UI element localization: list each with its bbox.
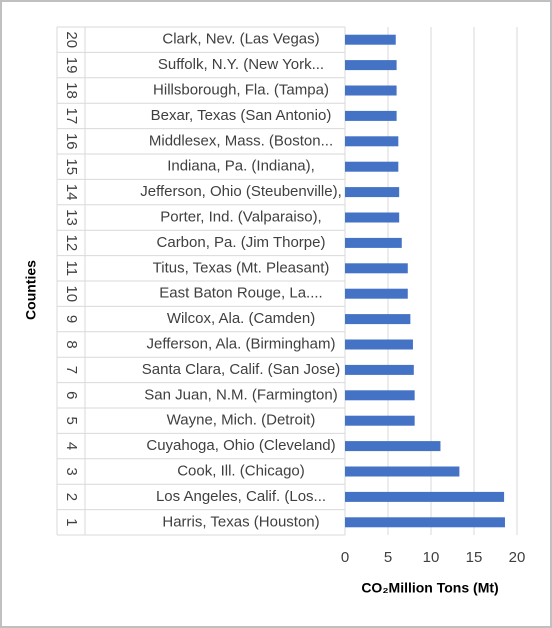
rank-label: 14 [63, 184, 80, 201]
bar [345, 491, 505, 502]
x-tick-label: 20 [509, 549, 526, 566]
bar [345, 161, 399, 172]
y-tick-label: Indiana, Pa. (Indiana), [167, 158, 315, 175]
y-tick-label: Titus, Texas (Mt. Pleasant) [153, 259, 330, 276]
x-tick-label: 5 [384, 549, 392, 566]
rank-label: 4 [63, 442, 80, 450]
y-tick-label: San Juan, N.M. (Farmington) [144, 386, 337, 403]
rank-label: 9 [63, 315, 80, 323]
y-tick-label: Los Angeles, Calif. (Los... [156, 488, 326, 505]
bar [345, 314, 411, 325]
rank-label: 15 [63, 158, 80, 175]
bar [345, 517, 505, 528]
x-axis-title: CO₂Million Tons (Mt) [361, 580, 498, 596]
y-tick-label: Bexar, Texas (San Antonio) [151, 107, 332, 124]
y-tick-label: Wilcox, Ala. (Camden) [167, 310, 315, 327]
y-tick-label: Wayne, Mich. (Detroit) [167, 412, 316, 429]
rank-label: 6 [63, 391, 80, 399]
rank-label: 10 [63, 285, 80, 302]
rank-label: 1 [63, 518, 80, 526]
bar [345, 390, 415, 401]
rank-label: 20 [63, 31, 80, 48]
rank-label: 17 [63, 108, 80, 125]
x-tick-label: 0 [341, 549, 349, 566]
bar [345, 364, 414, 375]
y-tick-label: Santa Clara, Calif. (San Jose) [142, 361, 340, 378]
y-tick-label: Jefferson, Ohio (Steubenville), [140, 183, 342, 200]
bar [345, 136, 399, 147]
rank-label: 18 [63, 82, 80, 99]
y-tick-label: Middlesex, Mass. (Boston... [149, 132, 333, 149]
x-tick-label: 15 [466, 549, 483, 566]
bar [345, 263, 408, 274]
bar [345, 288, 408, 299]
rank-label: 5 [63, 417, 80, 425]
rank-label: 3 [63, 467, 80, 475]
y-axis-title: Counties [23, 260, 39, 320]
rank-label: 19 [63, 57, 80, 74]
bar [345, 212, 400, 223]
y-tick-label: Jefferson, Ala. (Birmingham) [147, 335, 336, 352]
rank-label: 16 [63, 133, 80, 150]
bar [345, 85, 397, 96]
bar [345, 441, 441, 452]
rank-label: 13 [63, 209, 80, 226]
bar [345, 187, 400, 198]
rank-label: 11 [63, 261, 80, 277]
bar [345, 415, 415, 426]
y-tick-label: Porter, Ind. (Valparaiso), [160, 208, 321, 225]
rank-label: 8 [63, 340, 80, 348]
bar [345, 110, 397, 121]
bar [345, 60, 397, 71]
y-tick-label: East Baton Rouge, La.... [159, 285, 322, 302]
y-tick-label: Cook, Ill. (Chicago) [177, 462, 305, 479]
rank-label: 12 [63, 235, 80, 252]
y-tick-label: Cuyahoga, Ohio (Cleveland) [146, 437, 335, 454]
bar [345, 339, 413, 350]
y-tick-label: Harris, Texas (Houston) [162, 513, 319, 530]
bar [345, 237, 402, 248]
x-tick-label: 10 [423, 549, 440, 566]
rank-label: 2 [63, 493, 80, 501]
bar [345, 466, 460, 477]
bar [345, 34, 396, 45]
rank-label: 7 [63, 366, 80, 374]
y-tick-label: Hillsborough, Fla. (Tampa) [153, 81, 329, 98]
y-tick-label: Carbon, Pa. (Jim Thorpe) [157, 234, 326, 251]
y-tick-label: Clark, Nev. (Las Vegas) [162, 31, 319, 48]
y-tick-label: Suffolk, N.Y. (New York... [158, 56, 324, 73]
